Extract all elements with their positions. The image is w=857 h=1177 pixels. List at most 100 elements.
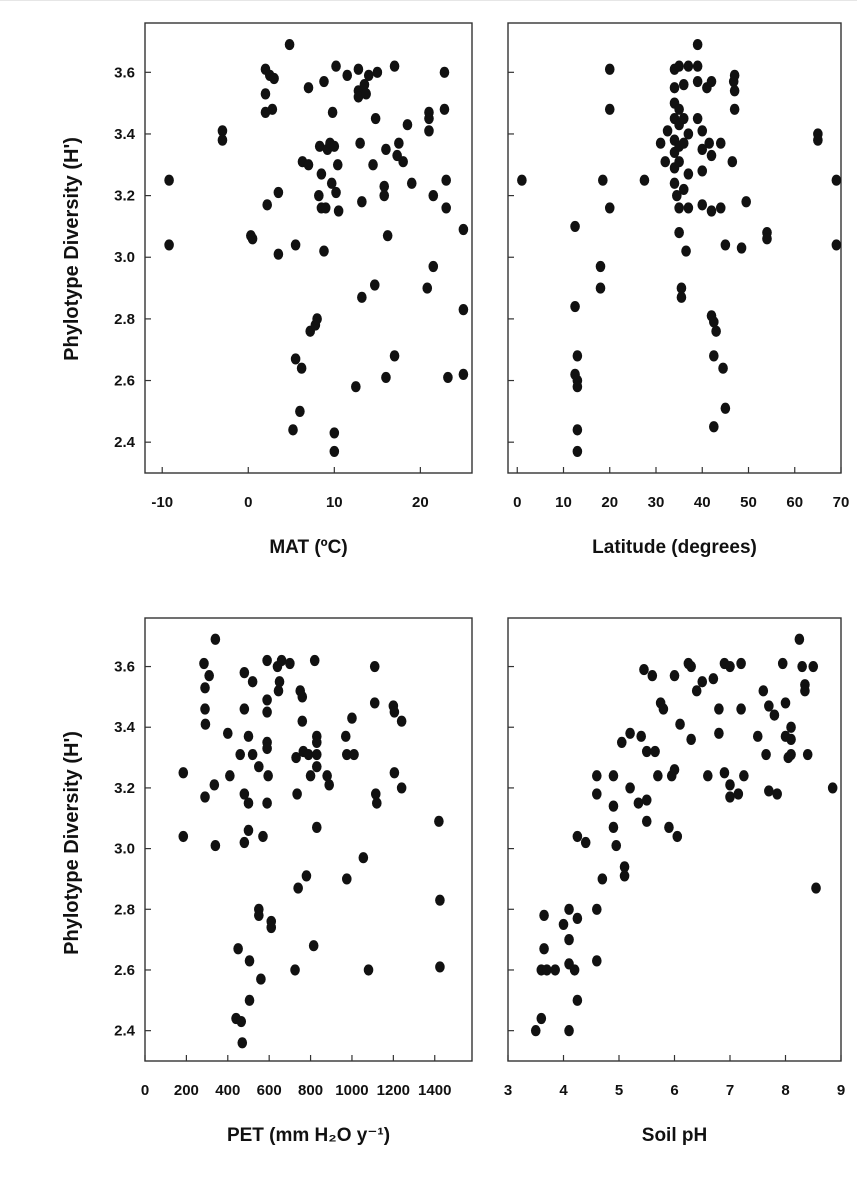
data-point-mat [164, 239, 174, 251]
data-point-pet [244, 955, 255, 967]
plot-frame-mat [144, 22, 473, 474]
data-point-soil-ph [542, 964, 552, 976]
data-point-mat [355, 137, 365, 149]
data-point-mat [361, 88, 371, 100]
data-point-mat [359, 79, 370, 91]
data-point-latitude [831, 239, 842, 251]
data-point-mat [424, 125, 434, 137]
data-point-soil-ph [597, 873, 608, 885]
x-tick-label-soil-ph: 3 [504, 1082, 512, 1099]
data-point-mat [402, 119, 413, 131]
panel-latitude: 0 10 20 30 40 50 60 70 Latitude (degrees) [507, 22, 849, 558]
data-point-mat [326, 177, 337, 189]
data-point-latitude [683, 202, 694, 214]
data-point-latitude [604, 202, 615, 214]
data-point-mat [422, 282, 433, 294]
data-point-soil-ph [550, 964, 560, 976]
data-point-latitude [517, 174, 527, 186]
data-point-pet [363, 964, 374, 976]
data-point-soil-ph [564, 934, 574, 946]
data-point-soil-ph [608, 800, 619, 812]
data-point-soil-ph [608, 770, 619, 782]
data-point-pet [349, 748, 359, 761]
data-point-soil-ph [633, 797, 644, 809]
data-point-mat [443, 371, 453, 384]
data-point-mat [381, 371, 391, 384]
data-point-mat [273, 248, 284, 260]
data-point-pet [303, 748, 314, 761]
y-tick-label-mat: 3.6 [114, 64, 135, 81]
data-point-latitude [674, 202, 684, 214]
y-tick-label-pet: 3.2 [114, 780, 135, 797]
data-point-latitude [678, 79, 689, 91]
data-point-soil-ph [797, 660, 807, 673]
y-tick-label-pet: 2.8 [114, 901, 135, 918]
y-tick-label-pet: 3.0 [114, 841, 135, 858]
data-point-pet [225, 770, 235, 782]
data-point-soil-ph [697, 676, 708, 688]
data-point-mat [363, 69, 374, 81]
data-point-latitude [697, 199, 708, 211]
data-point-pet [237, 1037, 248, 1049]
x-tick-label-soil-ph: 4 [559, 1082, 568, 1099]
data-point-pet [178, 767, 189, 779]
data-point-latitude [706, 205, 717, 217]
data-point-soil-ph [530, 1025, 541, 1037]
data-point-latitude [709, 350, 719, 362]
data-point-latitude [572, 424, 583, 436]
data-point-soil-ph [761, 748, 771, 761]
data-point-soil-ph [736, 657, 746, 670]
x-tick-label-pet: 0 [141, 1082, 149, 1099]
data-point-latitude [697, 125, 708, 137]
data-point-mat [319, 245, 329, 257]
data-point-soil-ph [592, 903, 602, 915]
x-tick-label-pet: 400 [215, 1082, 240, 1099]
data-point-pet [370, 788, 381, 800]
data-point-soil-ph [769, 709, 780, 721]
data-point-mat [372, 66, 383, 78]
x-axis-label-pet: PET (mm H₂O y⁻¹) [227, 1125, 390, 1146]
data-point-mat [284, 38, 295, 51]
data-point-latitude [813, 134, 823, 146]
data-point-pet [262, 654, 272, 667]
data-point-soil-ph [592, 955, 602, 967]
data-point-pet [178, 830, 189, 843]
data-point-mat [458, 304, 469, 316]
data-point-pet [301, 870, 312, 882]
data-point-latitude [697, 143, 708, 155]
data-point-soil-ph [619, 870, 630, 882]
data-point-latitude [598, 174, 608, 186]
x-tick-label-latitude: 50 [740, 494, 757, 511]
data-point-pet [239, 667, 250, 679]
data-point-mat [439, 66, 450, 78]
data-point-latitude [697, 165, 708, 177]
y-tick-label-pet: 3.6 [114, 659, 135, 676]
data-point-soil-ph [733, 788, 744, 800]
data-point-mat [382, 230, 393, 242]
x-tick-label-pet: 1000 [335, 1082, 368, 1099]
data-point-mat [428, 260, 439, 273]
data-point-soil-ph [564, 1025, 574, 1037]
data-point-pet [235, 748, 246, 761]
data-point-latitude [604, 103, 615, 115]
data-point-soil-ph [625, 727, 635, 739]
data-point-mat [303, 159, 314, 171]
data-point-pet [222, 727, 233, 739]
data-point-latitude [572, 381, 583, 393]
data-point-pet [236, 1015, 247, 1028]
data-point-pet [273, 685, 284, 697]
data-point-mat [353, 91, 364, 103]
data-point-soil-ph [794, 633, 805, 645]
data-point-pet [322, 770, 332, 782]
data-point-mat [267, 103, 278, 115]
panel-soil-ph: 3 4 5 6 7 8 9 Soil pH [504, 617, 845, 1146]
data-point-pet [290, 964, 300, 976]
data-point-mat [333, 205, 344, 217]
data-point-latitude [729, 85, 740, 97]
data-point-pet [274, 676, 285, 688]
data-point-latitude [736, 242, 747, 254]
data-point-soil-ph [658, 703, 669, 715]
data-point-mat [312, 313, 322, 325]
data-point-mat [369, 279, 380, 291]
data-point-pet [244, 994, 255, 1006]
